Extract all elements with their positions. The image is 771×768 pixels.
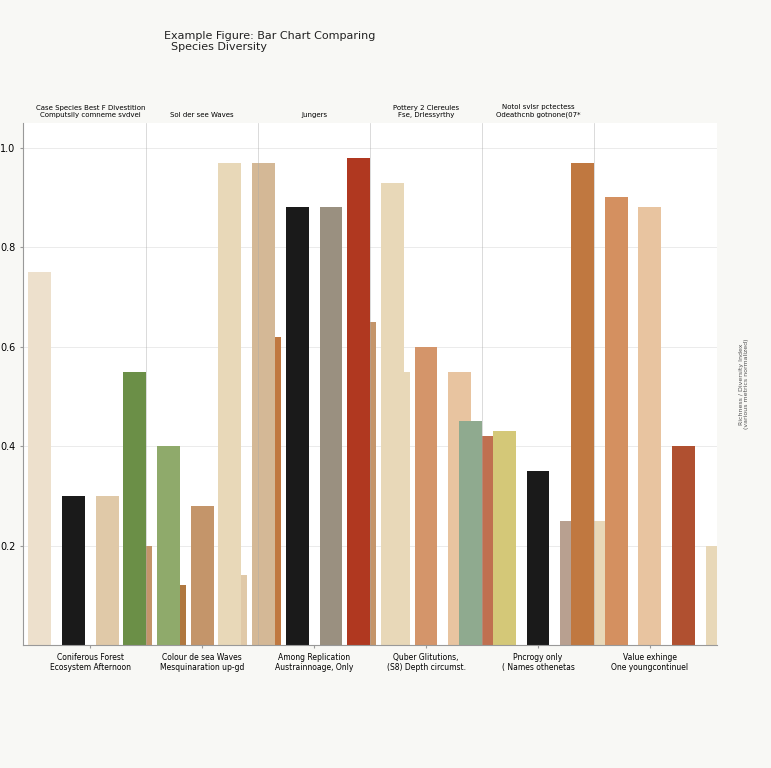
Bar [258, 336, 281, 645]
Text: Pottery 2 Clereules
Fse, Drlessyrthy: Pottery 2 Clereules Fse, Drlessyrthy [393, 105, 459, 118]
Bar [353, 322, 376, 645]
Text: Sol der see Waves: Sol der see Waves [170, 112, 234, 118]
Text: Notol svlsr pctectess
Odeathcnb gotnone(07*: Notol svlsr pctectess Odeathcnb gotnone(… [496, 104, 581, 118]
Bar [62, 496, 85, 645]
Bar [415, 346, 437, 645]
Bar [493, 432, 516, 645]
Bar [459, 422, 482, 645]
Bar [319, 207, 342, 645]
Text: Case Species Best F Divestition
Computsily comneme svdvei: Case Species Best F Divestition Computsi… [35, 105, 145, 118]
Bar [190, 506, 214, 645]
Bar [252, 163, 275, 645]
Bar [347, 157, 370, 645]
Bar [449, 372, 471, 645]
Bar [381, 183, 404, 645]
Bar [638, 207, 662, 645]
Bar [604, 197, 628, 645]
Bar [571, 163, 594, 645]
Text: Example Figure: Bar Chart Comparing
  Species Diversity: Example Figure: Bar Chart Comparing Spec… [164, 31, 375, 52]
Bar [218, 163, 241, 645]
Bar [561, 521, 583, 645]
Bar [706, 545, 729, 645]
Bar [387, 372, 410, 645]
Bar [672, 446, 695, 645]
Bar [0, 187, 18, 645]
Bar [163, 585, 186, 645]
Bar [286, 207, 308, 645]
Bar [224, 575, 247, 645]
Bar [123, 372, 146, 645]
Text: Jungers: Jungers [301, 112, 327, 118]
Bar [130, 545, 153, 645]
Bar [29, 272, 51, 645]
Bar [527, 471, 550, 645]
Bar [157, 446, 180, 645]
Bar [482, 436, 505, 645]
Bar [96, 496, 119, 645]
Bar [594, 521, 617, 645]
Text: Richness / Diversity Index
(various metrics normalized): Richness / Diversity Index (various metr… [739, 339, 749, 429]
